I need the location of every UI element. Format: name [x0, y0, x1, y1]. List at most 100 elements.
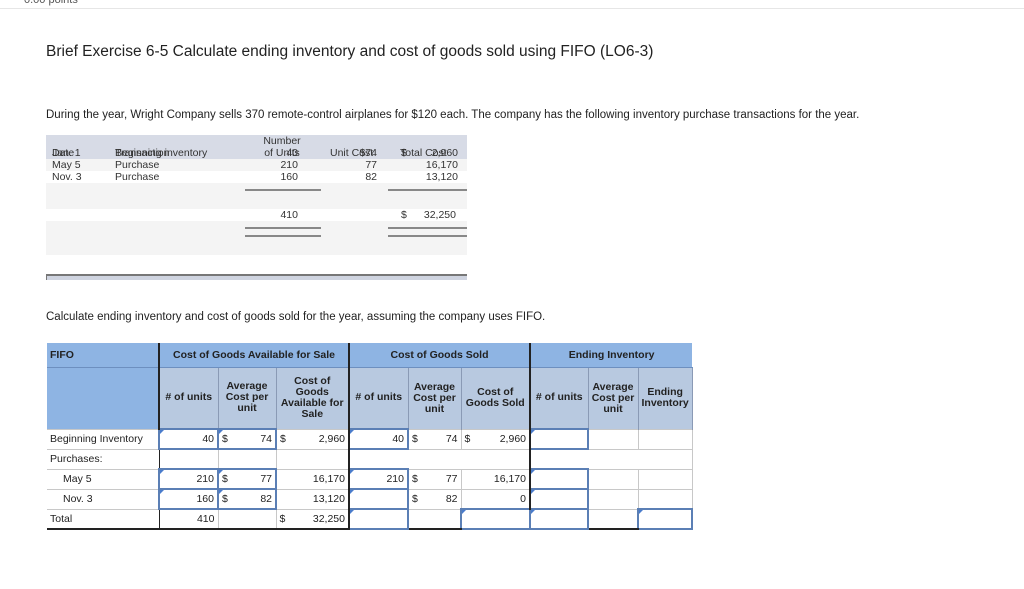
- col-end-cost: Average Cost per unit: [588, 367, 639, 429]
- empty-cell: [348, 448, 531, 470]
- sold-total-cell: 0: [460, 488, 531, 510]
- row-label: Beginning Inventory: [47, 428, 160, 450]
- sold-units-input[interactable]: 40: [348, 428, 409, 450]
- sold-group-header: Cost of Goods Sold: [349, 343, 531, 368]
- problem-intro: During the year, Wright Company sells 37…: [46, 109, 860, 121]
- row-date: May 5: [52, 159, 81, 171]
- row-transaction: Beginning inventory: [115, 147, 208, 159]
- dollar-sign: $: [222, 433, 228, 445]
- col-sold-total: Cost of Goods Sold: [461, 367, 531, 429]
- sold-total-cell: 16,170: [460, 468, 531, 490]
- row-label: May 5: [47, 468, 160, 490]
- info-spacer: [46, 183, 467, 209]
- row-transaction: Purchase: [115, 159, 160, 171]
- row-total: 13,120: [425, 171, 458, 183]
- units-double-underline-1: [245, 227, 321, 229]
- sold-units-total-input[interactable]: [348, 508, 409, 530]
- total-underline: [388, 189, 467, 191]
- empty-cell: [407, 508, 462, 530]
- sold-total-value: 2,960: [499, 433, 526, 445]
- header-transaction: Transaction: [115, 147, 170, 159]
- row-beginning-inventory: Beginning Inventory 40 $74 $2,960 40 $74…: [47, 428, 693, 450]
- fifo-worksheet: FIFO Cost of Goods Available for Sale Co…: [47, 343, 694, 530]
- row-may-5: May 5 210 $77 16,170 210 $77 16,170: [47, 468, 693, 490]
- avail-cost-input[interactable]: $74: [217, 428, 277, 450]
- row-date: Jan. 1: [52, 147, 81, 159]
- dollar-sign: $: [412, 473, 418, 485]
- avail-cost-input[interactable]: $82: [217, 488, 277, 510]
- row-label: Purchases:: [47, 448, 160, 470]
- question-prompt: Calculate ending inventory and cost of g…: [46, 311, 546, 323]
- avail-units-input[interactable]: 210: [158, 468, 219, 490]
- total-double-underline-2: [388, 235, 467, 237]
- dollar-sign: $: [222, 473, 228, 485]
- end-units-input[interactable]: [529, 468, 589, 490]
- empty-cell: [217, 508, 277, 530]
- col-avail-cost: Average Cost per unit: [218, 367, 277, 429]
- avail-cost-input[interactable]: $77: [217, 468, 277, 490]
- sold-total-cell: $2,960: [460, 428, 531, 450]
- header-total-cost: Total Cost: [400, 147, 447, 159]
- row-total: 2,960: [431, 147, 458, 159]
- top-divider: [0, 8, 1024, 9]
- sold-units-input[interactable]: [348, 488, 409, 510]
- avail-units-input[interactable]: 40: [158, 428, 219, 450]
- grand-total: 32,250: [423, 209, 456, 221]
- header-unit-cost: Unit Cost: [330, 147, 374, 159]
- end-total-cell: [637, 468, 693, 490]
- points-label: 0.00 points: [24, 0, 78, 6]
- row-nov-3: Nov. 3 160 $82 13,120 $82 0: [47, 488, 693, 510]
- end-units-input[interactable]: [529, 488, 589, 510]
- avail-cost-value: 74: [260, 433, 272, 445]
- header-units-line1: Number: [263, 135, 301, 147]
- col-end-units: # of units: [530, 367, 589, 429]
- end-total-input[interactable]: [636, 508, 694, 530]
- blank-header: [47, 367, 160, 429]
- end-cost-cell: [587, 468, 639, 490]
- end-units-input[interactable]: [529, 428, 589, 450]
- end-total-cell: [637, 488, 693, 510]
- table-bottom-bar: [46, 274, 467, 280]
- row-transaction: Purchase: [115, 171, 160, 183]
- avail-total-value: 2,960: [318, 433, 345, 445]
- dollar-sign: $: [222, 493, 228, 505]
- info-row: Nov. 3 Purchase 160 82 13,120: [46, 171, 467, 183]
- avail-cost-value: 82: [260, 493, 272, 505]
- avail-total-value: 32,250: [312, 512, 345, 525]
- sold-cost-cell: $77: [407, 468, 462, 490]
- row-total: Total 410 $32,250: [47, 508, 694, 530]
- ending-group-header: Ending Inventory: [530, 343, 693, 368]
- avail-total-cell: $32,250: [275, 508, 350, 530]
- col-sold-cost: Average Cost per unit: [408, 367, 462, 429]
- col-avail-units: # of units: [159, 367, 219, 429]
- units-underline: [245, 189, 321, 191]
- total-double-underline-1: [388, 227, 467, 229]
- row-unit-cost: 77: [365, 159, 377, 171]
- info-totals-row: 410 $ 32,250: [46, 209, 467, 221]
- sold-units-input[interactable]: 210: [348, 468, 409, 490]
- end-total-cell: [637, 428, 693, 450]
- sold-cost-cell: $74: [407, 428, 462, 450]
- avail-units-input[interactable]: 160: [158, 488, 219, 510]
- row-unit-cost: $74: [359, 147, 377, 159]
- dollar-sign: $: [280, 433, 286, 445]
- total-units: 410: [280, 209, 298, 221]
- row-label: Total: [47, 508, 160, 530]
- row-date: Nov. 3: [52, 171, 82, 183]
- empty-cell: [158, 448, 219, 470]
- row-label: Nov. 3: [47, 488, 160, 510]
- dollar-sign: $: [464, 433, 471, 445]
- col-avail-total: Cost of Goods Available for Sale: [276, 367, 350, 429]
- col-end-total: Ending Inventory: [638, 367, 693, 429]
- avail-total-cell: $2,960: [275, 428, 350, 450]
- end-units-total-input[interactable]: [529, 508, 589, 530]
- dollar-sign: $: [279, 512, 286, 525]
- sold-cost-value: 77: [445, 473, 458, 485]
- avail-total-cell: 13,120: [275, 488, 350, 510]
- empty-cell: [529, 448, 693, 470]
- sold-total-input[interactable]: [460, 508, 531, 530]
- end-cost-cell: [587, 488, 639, 510]
- row-units: 210: [280, 159, 298, 171]
- page-title: Brief Exercise 6-5 Calculate ending inve…: [46, 43, 654, 60]
- row-total-prefix: $: [401, 147, 407, 159]
